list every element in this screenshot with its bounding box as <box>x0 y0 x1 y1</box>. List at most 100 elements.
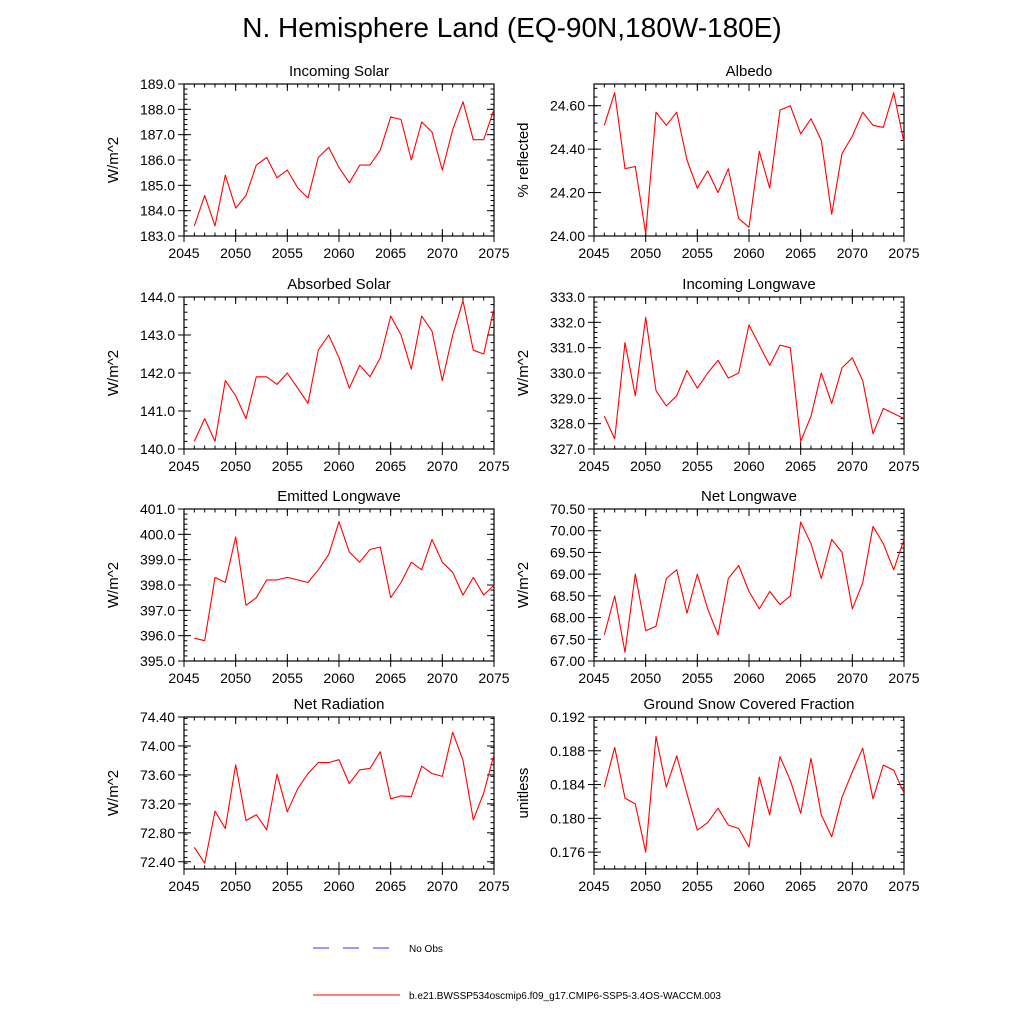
x-tick-label: 2045 <box>578 670 609 686</box>
y-tick-label: 24.20 <box>550 185 585 201</box>
x-tick-label: 2060 <box>323 670 354 686</box>
x-tick-label: 2065 <box>375 878 406 894</box>
chart-panel: Albedo 2045 2050 2055 2060 2065 2070 2075 24.00 2… <box>515 63 920 261</box>
y-axis-label: W/m^2 <box>105 137 122 183</box>
legend-series-label: b.e21.BWSSP534oscmip6.f09_g17.CMIP6-SSP5… <box>409 991 721 1002</box>
y-tick-label: 67.00 <box>550 653 585 669</box>
x-tick-label: 2050 <box>630 458 661 474</box>
y-tick-label: 188.0 <box>140 101 175 117</box>
chart-panel: Absorbed Solar 2045 2050 2055 2060 2065 2070 20… <box>105 276 510 474</box>
y-tick-label: 142.0 <box>140 365 175 381</box>
x-tick-label: 2075 <box>478 670 509 686</box>
x-tick-label: 2075 <box>888 670 919 686</box>
series-line <box>193 731 495 864</box>
x-tick-label: 2045 <box>578 245 609 261</box>
x-tick-label: 2070 <box>427 670 458 686</box>
y-axis-label: W/m^2 <box>515 562 532 608</box>
plot-frame <box>183 83 495 237</box>
x-tick-label: 2070 <box>427 458 458 474</box>
panel-title: Incoming Solar <box>289 63 389 80</box>
y-tick-label: 68.00 <box>550 610 585 626</box>
y-tick-label: 330.0 <box>550 365 585 381</box>
y-tick-label: 399.0 <box>140 552 175 568</box>
x-tick-label: 2070 <box>837 670 868 686</box>
x-tick-label: 2055 <box>682 670 713 686</box>
y-tick-label: 185.0 <box>140 177 175 193</box>
y-tick-label: 333.0 <box>550 289 585 305</box>
y-tick-label: 0.188 <box>550 743 585 759</box>
plot-frame <box>593 296 905 450</box>
x-tick-label: 2050 <box>630 670 661 686</box>
panel-title: Ground Snow Covered Fraction <box>644 696 855 713</box>
chart-panel: Emitted Longwave 2045 2050 2055 2060 2065 2070… <box>105 488 510 686</box>
y-tick-label: 187.0 <box>140 127 175 143</box>
series-line <box>603 735 905 853</box>
x-tick-label: 2060 <box>733 670 764 686</box>
x-tick-label: 2055 <box>272 458 303 474</box>
page-title: N. Hemisphere Land (EQ-90N,180W-180E) <box>242 12 782 43</box>
x-tick-label: 2045 <box>168 670 199 686</box>
y-tick-label: 184.0 <box>140 203 175 219</box>
y-tick-label: 68.50 <box>550 588 585 604</box>
chart-panel: Incoming Solar 2045 2050 2055 2060 2065 2070 20… <box>105 63 510 261</box>
y-tick-label: 189.0 <box>140 76 175 92</box>
y-tick-label: 401.0 <box>140 501 175 517</box>
y-tick-label: 329.0 <box>550 390 585 406</box>
x-tick-label: 2070 <box>427 245 458 261</box>
x-tick-label: 2050 <box>220 878 251 894</box>
series-line <box>603 92 905 235</box>
x-tick-label: 2055 <box>682 245 713 261</box>
x-tick-label: 2055 <box>272 878 303 894</box>
panel-title: Albedo <box>726 63 773 80</box>
panel-title: Emitted Longwave <box>277 488 400 505</box>
x-tick-label: 2065 <box>785 245 816 261</box>
y-axis-label: W/m^2 <box>105 562 122 608</box>
series-line <box>193 300 495 442</box>
x-tick-label: 2045 <box>168 245 199 261</box>
x-tick-label: 2065 <box>785 458 816 474</box>
y-tick-label: 72.40 <box>140 854 175 870</box>
y-tick-label: 186.0 <box>140 152 175 168</box>
y-tick-label: 331.0 <box>550 340 585 356</box>
y-tick-label: 141.0 <box>140 403 175 419</box>
y-tick-label: 69.00 <box>550 566 585 582</box>
x-tick-label: 2065 <box>375 670 406 686</box>
y-tick-label: 332.0 <box>550 314 585 330</box>
x-tick-label: 2055 <box>682 458 713 474</box>
x-tick-label: 2055 <box>682 878 713 894</box>
y-tick-label: 143.0 <box>140 327 175 343</box>
y-tick-label: 328.0 <box>550 416 585 432</box>
y-tick-label: 0.192 <box>550 709 585 725</box>
y-axis-label: W/m^2 <box>105 350 122 396</box>
y-tick-label: 69.50 <box>550 544 585 560</box>
x-tick-label: 2060 <box>323 458 354 474</box>
y-tick-label: 397.0 <box>140 602 175 618</box>
y-tick-label: 73.60 <box>140 767 175 783</box>
y-tick-label: 67.50 <box>550 631 585 647</box>
chart-panels: Incoming Solar 2045 2050 2055 2060 2065 2070 20… <box>105 63 920 894</box>
x-tick-label: 2065 <box>785 878 816 894</box>
y-tick-label: 24.00 <box>550 228 585 244</box>
plot-frame <box>593 83 905 237</box>
x-tick-label: 2045 <box>168 458 199 474</box>
plot-frame <box>183 296 495 450</box>
x-tick-label: 2070 <box>427 878 458 894</box>
x-tick-label: 2060 <box>733 245 764 261</box>
x-tick-label: 2050 <box>220 458 251 474</box>
legend-obs-label: No Obs <box>409 944 443 955</box>
series-line <box>603 316 905 442</box>
y-tick-label: 395.0 <box>140 653 175 669</box>
x-tick-label: 2075 <box>888 878 919 894</box>
y-tick-label: 24.60 <box>550 98 585 114</box>
series-line <box>194 521 495 642</box>
y-tick-label: 144.0 <box>140 289 175 305</box>
x-tick-label: 2050 <box>630 245 661 261</box>
y-tick-label: 73.20 <box>140 796 175 812</box>
x-tick-label: 2045 <box>578 458 609 474</box>
y-tick-label: 183.0 <box>140 228 175 244</box>
y-tick-label: 398.0 <box>140 577 175 593</box>
y-axis-label: unitless <box>515 768 532 819</box>
x-tick-label: 2075 <box>478 245 509 261</box>
plot-frame <box>183 508 495 662</box>
